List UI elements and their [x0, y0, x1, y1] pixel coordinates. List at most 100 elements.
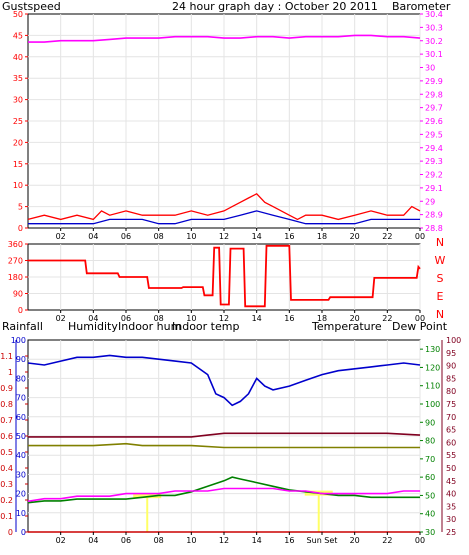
- barometer-axis-tick-label: 30.3: [425, 23, 443, 32]
- barometer-axis-tick-label: 29.6: [425, 117, 443, 126]
- dew-point-axis-tick-label: 60: [446, 438, 456, 447]
- rainfall-axis-tick-label: 0.1: [0, 512, 13, 521]
- dew-point-axis-tick-label: 35: [446, 502, 456, 511]
- humidity-axis-tick-label: 60: [16, 413, 26, 422]
- humidity-axis-tick-label: 70: [16, 394, 26, 403]
- temperature-axis-tick-label: 40: [425, 510, 435, 519]
- wind-panel-xtick-label: 10: [186, 232, 196, 241]
- temperature-axis-tick-label: 70: [425, 455, 435, 464]
- wind-panel-xtick-label: 04: [88, 232, 98, 241]
- rainfall-axis-tick-label: 0.6: [0, 432, 13, 441]
- wind-panel-xtick-label: 06: [121, 232, 131, 241]
- rainfall-axis-tick-label: 0.2: [0, 496, 13, 505]
- barometer-axis-tick-label: 29.5: [425, 130, 443, 139]
- barometer-axis-tick-label: 30: [425, 64, 435, 73]
- rainfall-axis-tick-label: 1: [8, 368, 13, 377]
- temp-panel-xtick-label: 20: [350, 536, 360, 545]
- gust-axis-tick-label: 45: [13, 31, 23, 40]
- sunrise-marker: [133, 493, 162, 499]
- humidity-axis-tick-label: 100: [11, 336, 26, 345]
- direction-panel-xtick-label: 20: [350, 314, 360, 323]
- dew-point-axis-tick-label: 55: [446, 451, 456, 460]
- barometer-axis-tick-label: 29.4: [425, 144, 443, 153]
- series-indoor-temp: [28, 432, 421, 438]
- wind-panel-xtick-label: 22: [382, 232, 392, 241]
- dew-point-axis-tick-label: 30: [446, 515, 456, 524]
- barometer-axis-tick-label: 29: [425, 197, 435, 206]
- barometer-axis-tick-label: 28.9: [425, 211, 443, 220]
- gust-axis-tick-label: 20: [13, 138, 23, 147]
- dew-point-axis-tick-label: 65: [446, 426, 456, 435]
- wind-panel-xtick-label: 18: [317, 232, 327, 241]
- temperature-label: Temperature: [311, 320, 382, 333]
- indoor-hum-label: Indoor hum: [118, 320, 181, 333]
- barometer-axis-tick-label: 30.1: [425, 50, 443, 59]
- temp-panel-xtick-label: 12: [219, 536, 229, 545]
- humidity-axis-tick-label: 0: [21, 528, 26, 537]
- temp-panel-xtick-label: 10: [186, 536, 196, 545]
- direction-panel-xtick-label: 00: [415, 314, 425, 323]
- rainfall-axis-tick-label: 0: [8, 528, 13, 537]
- dew-point-axis-tick-label: 80: [446, 387, 456, 396]
- dew-point-axis-tick-label: 70: [446, 413, 456, 422]
- gust-axis-tick-label: 25: [13, 117, 23, 126]
- gustspeed-label: Gustspeed: [2, 0, 61, 13]
- direction-panel-xtick-label: 08: [154, 314, 164, 323]
- rainfall-axis-tick-label: 0.3: [0, 480, 13, 489]
- dew-point-axis-tick-label: 100: [446, 336, 461, 345]
- dew-point-axis-tick-label: 45: [446, 477, 456, 486]
- rainfall-label: Rainfall: [2, 320, 43, 333]
- barometer-axis-tick-label: 29.7: [425, 104, 443, 113]
- rainfall-axis-tick-label: 1.1: [0, 352, 13, 361]
- compass-label: S: [437, 272, 444, 285]
- temp-panel-xtick-label: 14: [252, 536, 262, 545]
- direction-panel-xtick-label: 02: [56, 314, 66, 323]
- dew-point-axis-tick-label: 90: [446, 362, 456, 371]
- dew-point-axis-tick-label: 25: [446, 528, 456, 537]
- barometer-axis-tick-label: 29.2: [425, 171, 443, 180]
- series-indoor-hum: [28, 442, 420, 449]
- temperature-axis-tick-label: 90: [425, 418, 435, 427]
- dew-point-axis-tick-label: 75: [446, 400, 456, 409]
- gust-axis-tick-label: 10: [13, 181, 23, 190]
- temperature-axis-tick-label: 50: [425, 491, 435, 500]
- dew-point-axis-tick-label: 50: [446, 464, 456, 473]
- rainfall-axis-tick-label: 0.9: [0, 384, 13, 393]
- direction-panel-xtick-label: 22: [382, 314, 392, 323]
- direction-axis-tick-label: 90: [13, 290, 23, 299]
- wind-panel-xtick-label: 20: [350, 232, 360, 241]
- dew-point-axis-tick-label: 85: [446, 374, 456, 383]
- humidity-axis-tick-label: 20: [16, 490, 26, 499]
- compass-label: W: [435, 254, 446, 267]
- gust-axis-tick-label: 5: [18, 203, 23, 212]
- wind-panel-xtick-label: 16: [284, 232, 294, 241]
- rainfall-axis-tick-label: 0.7: [0, 416, 13, 425]
- series-wind-speed: [28, 210, 420, 225]
- direction-panel-xtick-label: 06: [121, 314, 131, 323]
- humidity-axis-tick-label: 80: [16, 374, 26, 383]
- compass-label: N: [436, 308, 444, 321]
- temperature-axis-tick-label: 60: [425, 473, 435, 482]
- direction-axis-tick-label: 180: [8, 273, 23, 282]
- direction-panel-xtick-label: 18: [317, 314, 327, 323]
- temperature-axis-tick-label: 110: [425, 382, 440, 391]
- direction-panel-xtick-label: 12: [219, 314, 229, 323]
- humidity-label: Humidity: [68, 320, 118, 333]
- barometer-axis-tick-label: 30.4: [425, 10, 443, 19]
- temp-panel-xtick-label: Sun Set: [307, 536, 338, 545]
- compass-label: E: [437, 290, 444, 303]
- temperature-axis-tick-label: 80: [425, 437, 435, 446]
- humidity-axis-tick-label: 10: [16, 509, 26, 518]
- direction-panel-xtick-label: 14: [252, 314, 262, 323]
- temp-panel-xtick-label: 02: [56, 536, 66, 545]
- gust-axis-tick-label: 35: [13, 74, 23, 83]
- temp-panel-xtick-label: 04: [88, 536, 98, 545]
- series-temperature: [27, 476, 420, 504]
- barometer-axis-tick-label: 28.8: [425, 224, 443, 233]
- temperature-axis-tick-label: 130: [425, 345, 440, 354]
- dew-point-axis-tick-label: 40: [446, 490, 456, 499]
- humidity-axis-tick-label: 40: [16, 451, 26, 460]
- series-barometer: [28, 34, 421, 43]
